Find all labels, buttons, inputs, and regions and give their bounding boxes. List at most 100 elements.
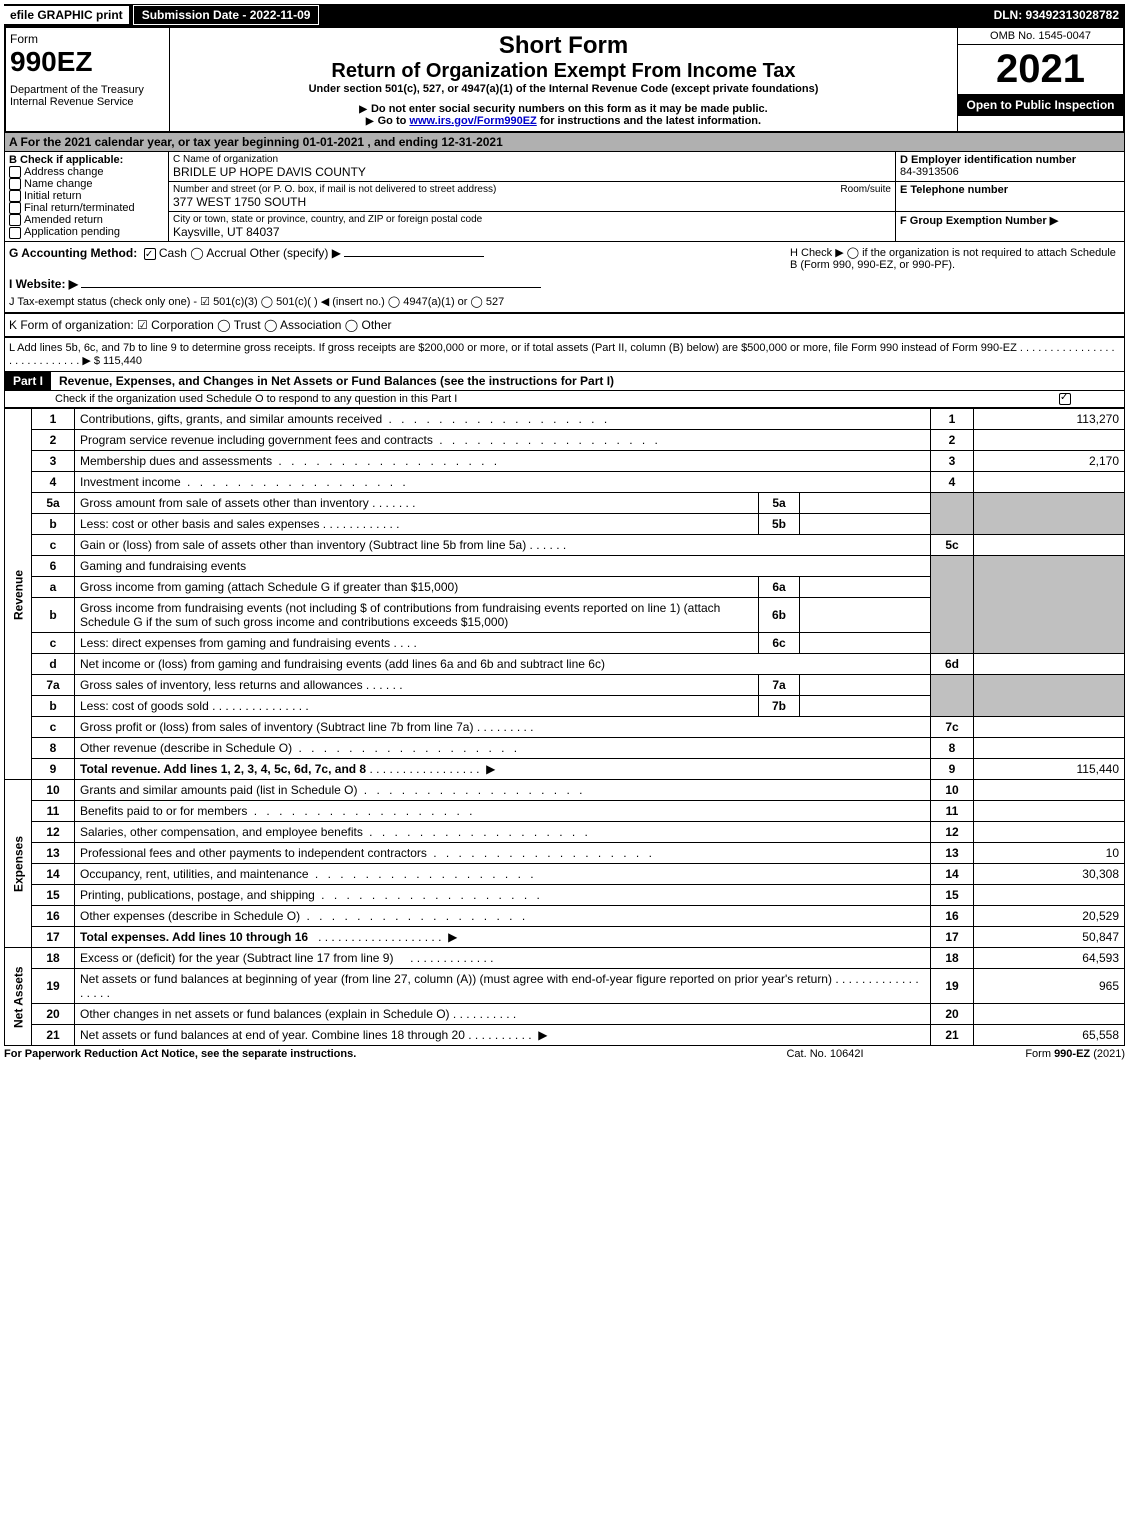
line-7a-desc: Gross sales of inventory, less returns a… [75, 675, 759, 696]
irs-link[interactable]: www.irs.gov/Form990EZ [409, 115, 536, 127]
check-initial-return[interactable]: Initial return [9, 190, 164, 202]
line-6c-desc: Less: direct expenses from gaming and fu… [75, 633, 759, 654]
line-19-desc: Net assets or fund balances at beginning… [75, 969, 931, 1004]
part1-check-text: Check if the organization used Schedule … [55, 393, 457, 405]
line-7b-val[interactable] [800, 696, 931, 717]
line-14-amount: 30,308 [974, 864, 1125, 885]
section-a-period: A For the 2021 calendar year, or tax yea… [4, 133, 1125, 152]
short-form-title: Short Form [174, 32, 953, 60]
line-7b-inline: 7b [759, 696, 800, 717]
line-5c-desc: Gain or (loss) from sale of assets other… [75, 535, 931, 556]
header-left: Form 990EZ Department of the Treasury In… [6, 28, 170, 131]
ein-cell: D Employer identification number 84-3913… [895, 152, 1124, 182]
line-10-num: 10 [32, 780, 75, 801]
line-5a-inline: 5a [759, 493, 800, 514]
box-b-label: B Check if applicable: [9, 154, 164, 166]
line-4-ln: 4 [931, 472, 974, 493]
line-7a-num: 7a [32, 675, 75, 696]
form-number: 990EZ [10, 46, 165, 78]
line-10-desc: Grants and similar amounts paid (list in… [75, 780, 931, 801]
line-7c-ln: 7c [931, 717, 974, 738]
line-18-desc: Excess or (deficit) for the year (Subtra… [75, 948, 931, 969]
city-value: Kaysville, UT 84037 [173, 225, 891, 239]
line-6a-val[interactable] [800, 577, 931, 598]
line-7a-inline: 7a [759, 675, 800, 696]
check-amended-return[interactable]: Amended return [9, 214, 164, 226]
line-6-grey [931, 556, 974, 654]
info-grid: B Check if applicable: Address change Na… [4, 152, 1125, 242]
part1-schedule-o-check[interactable] [1059, 393, 1071, 405]
line-21-desc: Net assets or fund balances at end of ye… [75, 1025, 931, 1046]
telephone-label: E Telephone number [900, 184, 1120, 196]
line-13-desc: Professional fees and other payments to … [75, 843, 931, 864]
omb-number: OMB No. 1545-0047 [958, 28, 1123, 45]
line-6a-inline: 6a [759, 577, 800, 598]
line-19-amount: 965 [974, 969, 1125, 1004]
tax-year: 2021 [958, 45, 1123, 94]
form-of-org: K Form of organization: ☑ Corporation ◯ … [4, 313, 1125, 337]
dln-label: DLN: 93492313028782 [988, 6, 1125, 24]
line-4-num: 4 [32, 472, 75, 493]
line-5a-desc: Gross amount from sale of assets other t… [75, 493, 759, 514]
line-6-desc: Gaming and fundraising events [75, 556, 931, 577]
top-bar: efile GRAPHIC print Submission Date - 20… [4, 4, 1125, 26]
line-5ab-grey-amt [974, 493, 1125, 535]
line-7b-num: b [32, 696, 75, 717]
address-label: Number and street (or P. O. box, if mail… [173, 184, 840, 195]
note-instructions: Go to www.irs.gov/Form990EZ for instruct… [174, 115, 953, 127]
line-6c-val[interactable] [800, 633, 931, 654]
line-11-amount [974, 801, 1125, 822]
line-7c-desc: Gross profit or (loss) from sales of inv… [75, 717, 931, 738]
address-value: 377 WEST 1750 SOUTH [173, 195, 891, 209]
line-11-ln: 11 [931, 801, 974, 822]
org-name-value: BRIDLE UP HOPE DAVIS COUNTY [173, 165, 891, 179]
line-5b-val[interactable] [800, 514, 931, 535]
line-9-num: 9 [32, 759, 75, 780]
line-4-desc: Investment income [75, 472, 931, 493]
line-1-num: 1 [32, 409, 75, 430]
check-address-change[interactable]: Address change [9, 166, 164, 178]
tax-exempt-status: J Tax-exempt status (check only one) - ☑… [9, 295, 1120, 308]
line-3-ln: 3 [931, 451, 974, 472]
line-6b-val[interactable] [800, 598, 931, 633]
line-1-ln: 1 [931, 409, 974, 430]
line-15-num: 15 [32, 885, 75, 906]
line-6c-num: c [32, 633, 75, 654]
part1-title: Revenue, Expenses, and Changes in Net As… [51, 374, 614, 388]
check-application-pending[interactable]: Application pending [9, 226, 164, 238]
line-l-gross-receipts: L Add lines 5b, 6c, and 7b to line 9 to … [4, 337, 1125, 372]
check-cash[interactable] [144, 248, 156, 260]
line-1-desc: Contributions, gifts, grants, and simila… [75, 409, 931, 430]
line-20-ln: 20 [931, 1004, 974, 1025]
check-name-change[interactable]: Name change [9, 178, 164, 190]
line-6a-desc: Gross income from gaming (attach Schedul… [75, 577, 759, 598]
city-cell: City or town, state or province, country… [169, 212, 895, 241]
line-14-num: 14 [32, 864, 75, 885]
line-13-ln: 13 [931, 843, 974, 864]
org-name-cell: C Name of organization BRIDLE UP HOPE DA… [169, 152, 895, 182]
line-21-ln: 21 [931, 1025, 974, 1046]
line-2-amount [974, 430, 1125, 451]
line-7a-val[interactable] [800, 675, 931, 696]
group-exemption-label: F Group Exemption Number ▶ [900, 214, 1120, 227]
telephone-cell: E Telephone number [895, 182, 1124, 212]
line-12-amount [974, 822, 1125, 843]
line-20-num: 20 [32, 1004, 75, 1025]
line-18-amount: 64,593 [974, 948, 1125, 969]
line-10-amount [974, 780, 1125, 801]
line-12-desc: Salaries, other compensation, and employ… [75, 822, 931, 843]
line-10-ln: 10 [931, 780, 974, 801]
line-21-amount: 65,558 [974, 1025, 1125, 1046]
line-9-desc: Total revenue. Add lines 1, 2, 3, 4, 5c,… [75, 759, 931, 780]
check-final-return[interactable]: Final return/terminated [9, 202, 164, 214]
lines-table: Revenue 1 Contributions, gifts, grants, … [4, 408, 1125, 1046]
info-lower: G Accounting Method: Cash ◯ Accrual Othe… [4, 242, 1125, 313]
line-7ab-grey [931, 675, 974, 717]
efile-label[interactable]: efile GRAPHIC print [4, 6, 129, 24]
line-6d-ln: 6d [931, 654, 974, 675]
line-6b-desc: Gross income from fundraising events (no… [75, 598, 759, 633]
line-2-desc: Program service revenue including govern… [75, 430, 931, 451]
line-11-desc: Benefits paid to or for members [75, 801, 931, 822]
line-5a-val[interactable] [800, 493, 931, 514]
line-5c-num: c [32, 535, 75, 556]
